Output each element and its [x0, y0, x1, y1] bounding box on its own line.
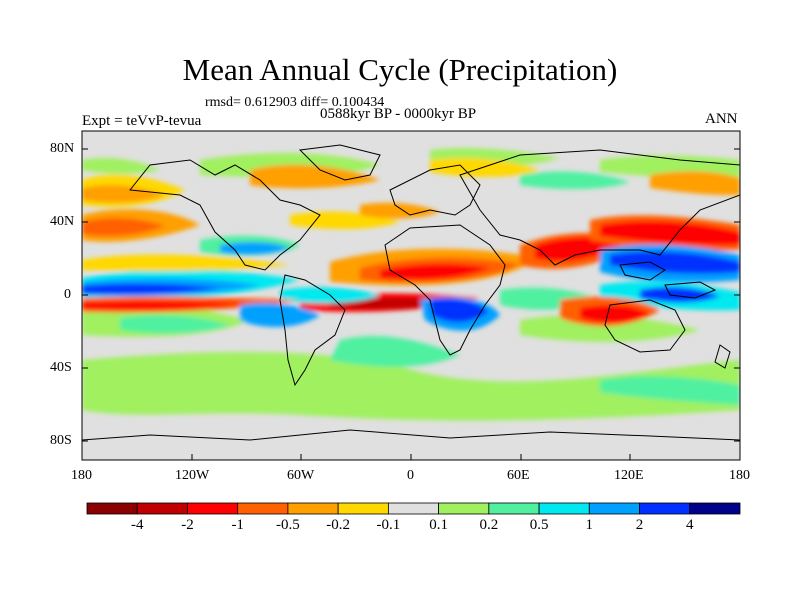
lon-label-60w: 60W: [287, 468, 315, 483]
colorbar-label: -0.2: [326, 517, 351, 533]
colorbar-label: 0.5: [529, 517, 549, 533]
colorbar-swatch: [287, 502, 339, 515]
colorbar-swatch: [689, 502, 741, 515]
lat-label-40n: 40N: [50, 214, 75, 229]
colorbar-label: -0.5: [276, 517, 300, 533]
colorbar-label: 0.2: [479, 517, 499, 533]
lat-label-0: 0: [64, 287, 71, 302]
rmsd-diff-text: rmsd= 0.612903 diff= 0.100434: [205, 95, 385, 110]
colorbar-swatch: [136, 502, 188, 515]
colorbar-swatch: [538, 502, 590, 515]
lat-label-80n: 80N: [50, 141, 75, 156]
colorbar-swatch: [86, 502, 138, 515]
colorbar-swatch: [237, 502, 289, 515]
colorbar-swatch: [187, 502, 239, 515]
page-title: Mean Annual Cycle (Precipitation): [182, 52, 618, 87]
colorbar-label: 1: [585, 517, 594, 533]
coastlines: [82, 144, 740, 441]
colorbar-label: 2: [635, 517, 644, 533]
colorbar-label: -1: [231, 517, 244, 533]
colorbar-swatch: [387, 502, 440, 515]
lon-label-120w: 120W: [175, 468, 210, 483]
colorbar-label: -4: [130, 517, 144, 533]
colorbar-label: 4: [686, 517, 694, 533]
colorbar: [86, 502, 741, 515]
lat-label-40s: 40S: [50, 360, 72, 375]
colorbar-swatch: [588, 502, 640, 515]
colorbar-label: -2: [181, 517, 194, 533]
lon-label-180w: 180: [71, 468, 92, 483]
colorbar-label: -0.1: [376, 517, 401, 533]
lon-label-120e: 120E: [614, 468, 644, 483]
experiment-label: Expt = teVvP-tevua: [82, 113, 202, 129]
lon-label-180e: 180: [729, 468, 750, 483]
season-label: ANN: [705, 111, 738, 127]
axis-ticks: [81, 148, 741, 460]
colorbar-swatch: [438, 502, 490, 515]
lon-label-60e: 60E: [507, 468, 530, 483]
colorbar-label: 0.1: [429, 517, 448, 533]
lat-label-80s: 80S: [50, 433, 72, 448]
precip-anomaly-field: [82, 131, 740, 460]
lon-label-0: 0: [407, 468, 414, 483]
colorbar-swatch: [639, 502, 691, 515]
colorbar-swatch: [488, 502, 540, 515]
colorbar-swatch: [337, 502, 389, 515]
period-text: 0588kyr BP - 0000kyr BP: [320, 106, 477, 122]
